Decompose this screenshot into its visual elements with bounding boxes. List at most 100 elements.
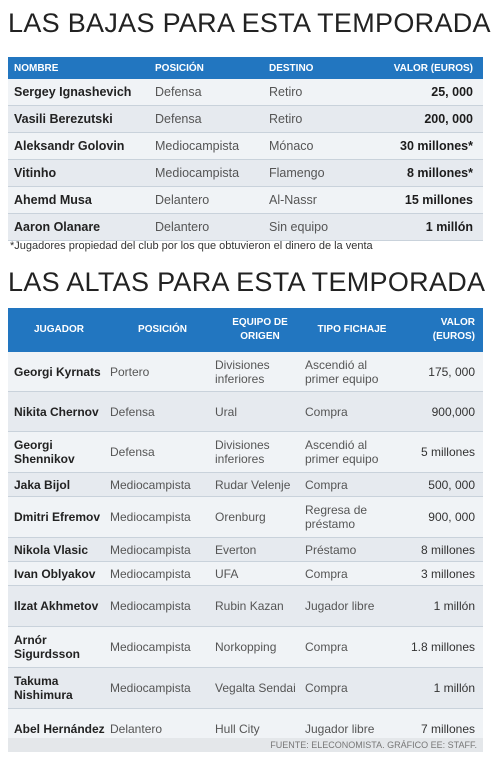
altas-title: LAS ALTAS PARA ESTA TEMPORADA	[8, 267, 486, 297]
bajas-title: LAS BAJAS PARA ESTA TEMPORADA	[8, 8, 491, 38]
signing-type: Ascendió al primer equipo	[305, 431, 399, 473]
player-name: Sergey Ignashevich	[8, 79, 155, 106]
origin-team: Vegalta Sendai	[215, 667, 305, 709]
signing-type: Compra	[305, 391, 399, 432]
altas-row: Jaka Bijol Mediocampista Rudar Velenje Comp…	[8, 472, 483, 497]
altas-row: Dmitri Efremov Mediocampista Orenburg Regre…	[8, 496, 483, 538]
player-position: Defensa	[110, 431, 215, 473]
player-name: Jaka Bijol	[8, 472, 110, 497]
player-position: Defensa	[155, 105, 269, 133]
player-position: Mediocampista	[110, 496, 215, 538]
source-credit: FUENTE: ELECONOMISTA. GRÁFICO EE: STAFF.	[8, 738, 483, 752]
signing-type: Compra	[305, 472, 399, 497]
col-header-valor: VALOR (EUROS)	[399, 308, 483, 352]
origin-team: Norkopping	[215, 626, 305, 668]
altas-header-row: JUGADOR POSICIÓN EQUIPO DE ORIGEN TIPO F…	[8, 308, 483, 352]
player-value: 30 millones*	[369, 132, 483, 160]
bajas-header-row: NOMBRE POSICIÓN DESTINO VALOR (EUROS)	[8, 57, 483, 79]
altas-row: Nikita Chernov Defensa Ural Compra 900,000	[8, 391, 483, 432]
player-name: Ivan Oblyakov	[8, 561, 110, 586]
player-name: Dmitri Efremov	[8, 496, 110, 538]
origin-team: UFA	[215, 561, 305, 586]
col-header-tipo-fichaje: TIPO FICHAJE	[305, 308, 399, 352]
player-value: 25, 000	[369, 79, 483, 106]
player-position: Delantero	[155, 186, 269, 214]
col-header-posicion: POSICIÓN	[155, 57, 269, 79]
signing-type: Ascendió al primer equipo	[305, 352, 399, 392]
bajas-row: Aaron Olanare Delantero Sin equipo 1 millón	[8, 213, 483, 241]
bajas-row: Vitinho Mediocampista Flamengo 8 millones*	[8, 159, 483, 187]
bajas-row: Vasili Berezutski Defensa Retiro 200, 000	[8, 105, 483, 133]
player-destination: Flamengo	[269, 159, 369, 187]
altas-table: JUGADOR POSICIÓN EQUIPO DE ORIGEN TIPO F…	[8, 308, 483, 750]
player-value: 175, 000	[399, 352, 483, 392]
signing-type: Compra	[305, 626, 399, 668]
player-position: Defensa	[155, 79, 269, 106]
altas-row: Nikola Vlasic Mediocampista Everton Préstam…	[8, 537, 483, 562]
origin-team: Divisiones inferiores	[215, 431, 305, 473]
origin-team: Divisiones inferiores	[215, 352, 305, 392]
col-header-jugador: JUGADOR	[8, 308, 110, 352]
player-value: 200, 000	[369, 105, 483, 133]
signing-type: Préstamo	[305, 537, 399, 562]
col-header-posicion: POSICIÓN	[110, 308, 215, 352]
player-value: 15 millones	[369, 186, 483, 214]
player-name: Vasili Berezutski	[8, 105, 155, 133]
player-name: Nikola Vlasic	[8, 537, 110, 562]
altas-row: Arnór Sigurdsson Mediocampista Norkopping C…	[8, 626, 483, 668]
player-destination: Al-Nassr	[269, 186, 369, 214]
player-position: Portero	[110, 352, 215, 392]
altas-row: Ilzat Akhmetov Mediocampista Rubin Kazan Ju…	[8, 585, 483, 627]
col-header-equipo-origen: EQUIPO DE ORIGEN	[215, 308, 305, 352]
player-value: 500, 000	[399, 472, 483, 497]
player-value: 3 millones	[399, 561, 483, 586]
bajas-row: Aleksandr Golovin Mediocampista Mónaco 30 m…	[8, 132, 483, 160]
signing-type: Regresa de préstamo	[305, 496, 399, 538]
player-destination: Retiro	[269, 105, 369, 133]
origin-team: Rudar Velenje	[215, 472, 305, 497]
altas-row: Georgi Kyrnats Portero Divisiones inferior…	[8, 352, 483, 392]
bajas-table: NOMBRE POSICIÓN DESTINO VALOR (EUROS) Se…	[8, 57, 483, 241]
player-position: Mediocampista	[110, 626, 215, 668]
player-name: Georgi Shennikov	[8, 431, 110, 473]
altas-row: Takuma Nishimura Mediocampista Vegalta Sen…	[8, 667, 483, 709]
player-name: Nikita Chernov	[8, 391, 110, 432]
player-value: 900, 000	[399, 496, 483, 538]
player-destination: Sin equipo	[269, 213, 369, 241]
origin-team: Everton	[215, 537, 305, 562]
player-position: Mediocampista	[155, 159, 269, 187]
player-position: Mediocampista	[110, 472, 215, 497]
player-position: Delantero	[155, 213, 269, 241]
col-header-valor: VALOR (EUROS)	[369, 57, 483, 79]
origin-team: Rubin Kazan	[215, 585, 305, 627]
player-value: 8 millones	[399, 537, 483, 562]
player-name: Ilzat Akhmetov	[8, 585, 110, 627]
bajas-row: Ahemd Musa Delantero Al-Nassr 15 millones	[8, 186, 483, 214]
player-name: Aleksandr Golovin	[8, 132, 155, 160]
player-value: 1 millón	[399, 667, 483, 709]
player-position: Mediocampista	[155, 132, 269, 160]
player-destination: Mónaco	[269, 132, 369, 160]
player-name: Vitinho	[8, 159, 155, 187]
player-name: Ahemd Musa	[8, 186, 155, 214]
player-value: 5 millones	[399, 431, 483, 473]
signing-type: Compra	[305, 667, 399, 709]
col-header-destino: DESTINO	[269, 57, 369, 79]
player-position: Mediocampista	[110, 585, 215, 627]
bajas-row: Sergey Ignashevich Defensa Retiro 25, 000	[8, 79, 483, 106]
altas-row: Georgi Shennikov Defensa Divisiones inferi…	[8, 431, 483, 473]
player-name: Georgi Kyrnats	[8, 352, 110, 392]
origin-team: Ural	[215, 391, 305, 432]
player-position: Mediocampista	[110, 561, 215, 586]
player-value: 1 millón	[369, 213, 483, 241]
player-value: 900,000	[399, 391, 483, 432]
bajas-footnote: *Jugadores propiedad del club por los qu…	[10, 240, 373, 252]
player-position: Mediocampista	[110, 537, 215, 562]
player-value: 1.8 millones	[399, 626, 483, 668]
player-destination: Retiro	[269, 79, 369, 106]
signing-type: Compra	[305, 561, 399, 586]
origin-team: Orenburg	[215, 496, 305, 538]
player-name: Takuma Nishimura	[8, 667, 110, 709]
player-position: Defensa	[110, 391, 215, 432]
player-value: 1 millón	[399, 585, 483, 627]
